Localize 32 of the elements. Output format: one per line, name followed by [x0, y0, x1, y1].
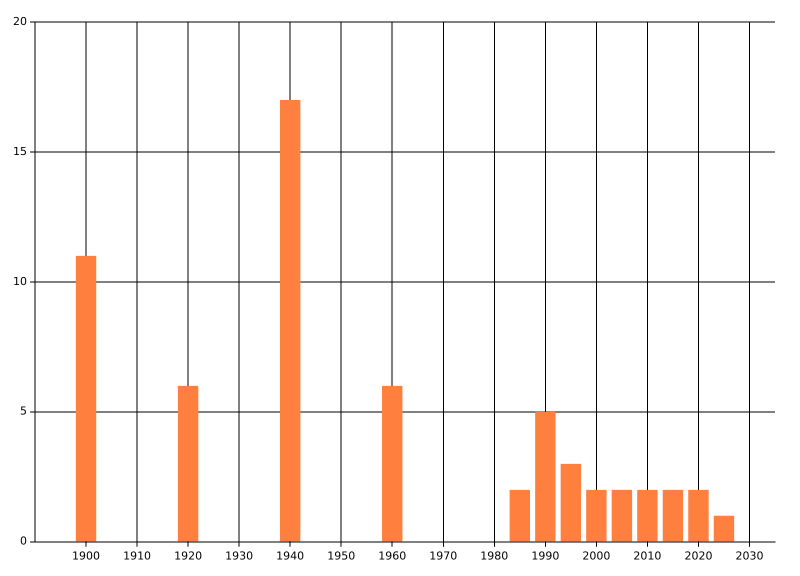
y-tick-label: 5	[20, 404, 27, 418]
x-tick-label: 1950	[327, 549, 356, 562]
x-tick-label: 1930	[225, 549, 254, 562]
bar	[76, 256, 96, 542]
bar	[280, 100, 300, 542]
bar	[662, 490, 684, 542]
bar	[714, 516, 734, 542]
x-tick-label: 1960	[378, 549, 406, 562]
x-tick-label: 1990	[531, 549, 560, 562]
x-tick-label: 1970	[429, 549, 458, 562]
x-tick-label: 2010	[633, 549, 662, 562]
y-tick-label: 20	[12, 14, 27, 28]
x-tick-label: 2000	[582, 549, 610, 562]
bar	[382, 386, 402, 542]
bar	[535, 412, 556, 542]
bar	[612, 490, 632, 542]
bar	[586, 490, 607, 542]
x-tick-label: 1900	[72, 549, 100, 562]
y-tick-label: 0	[20, 534, 27, 548]
x-tick-label: 1910	[123, 549, 152, 562]
x-tick-label: 2020	[684, 549, 712, 562]
bar	[178, 386, 198, 542]
x-tick-label: 1980	[480, 549, 508, 562]
x-tick-label: 1940	[276, 549, 304, 562]
bar	[510, 490, 530, 542]
y-tick-label: 10	[12, 274, 27, 288]
x-tick-label: 2030	[735, 549, 764, 562]
bar	[637, 490, 658, 542]
y-tick-label: 15	[12, 144, 27, 158]
bar	[688, 490, 709, 542]
x-tick-label: 1920	[174, 549, 202, 562]
bar	[560, 464, 582, 542]
